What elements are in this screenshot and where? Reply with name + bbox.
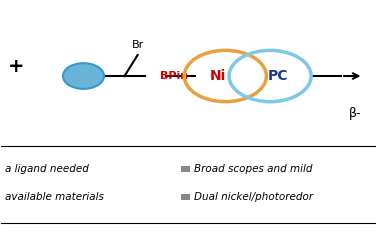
Circle shape <box>63 63 104 89</box>
Text: Ni: Ni <box>210 69 226 83</box>
Text: Broad scopes and mild: Broad scopes and mild <box>194 164 312 174</box>
Text: Dual nickel/photoredor: Dual nickel/photoredor <box>194 192 313 202</box>
Text: BPin: BPin <box>160 71 188 81</box>
Text: PC: PC <box>267 69 288 83</box>
Text: β-: β- <box>349 107 361 120</box>
Text: a ligand needed: a ligand needed <box>5 164 89 174</box>
FancyBboxPatch shape <box>180 194 190 200</box>
Text: available materials: available materials <box>5 192 104 202</box>
FancyBboxPatch shape <box>180 166 190 172</box>
Text: +: + <box>8 57 24 76</box>
Text: Br: Br <box>132 40 144 50</box>
